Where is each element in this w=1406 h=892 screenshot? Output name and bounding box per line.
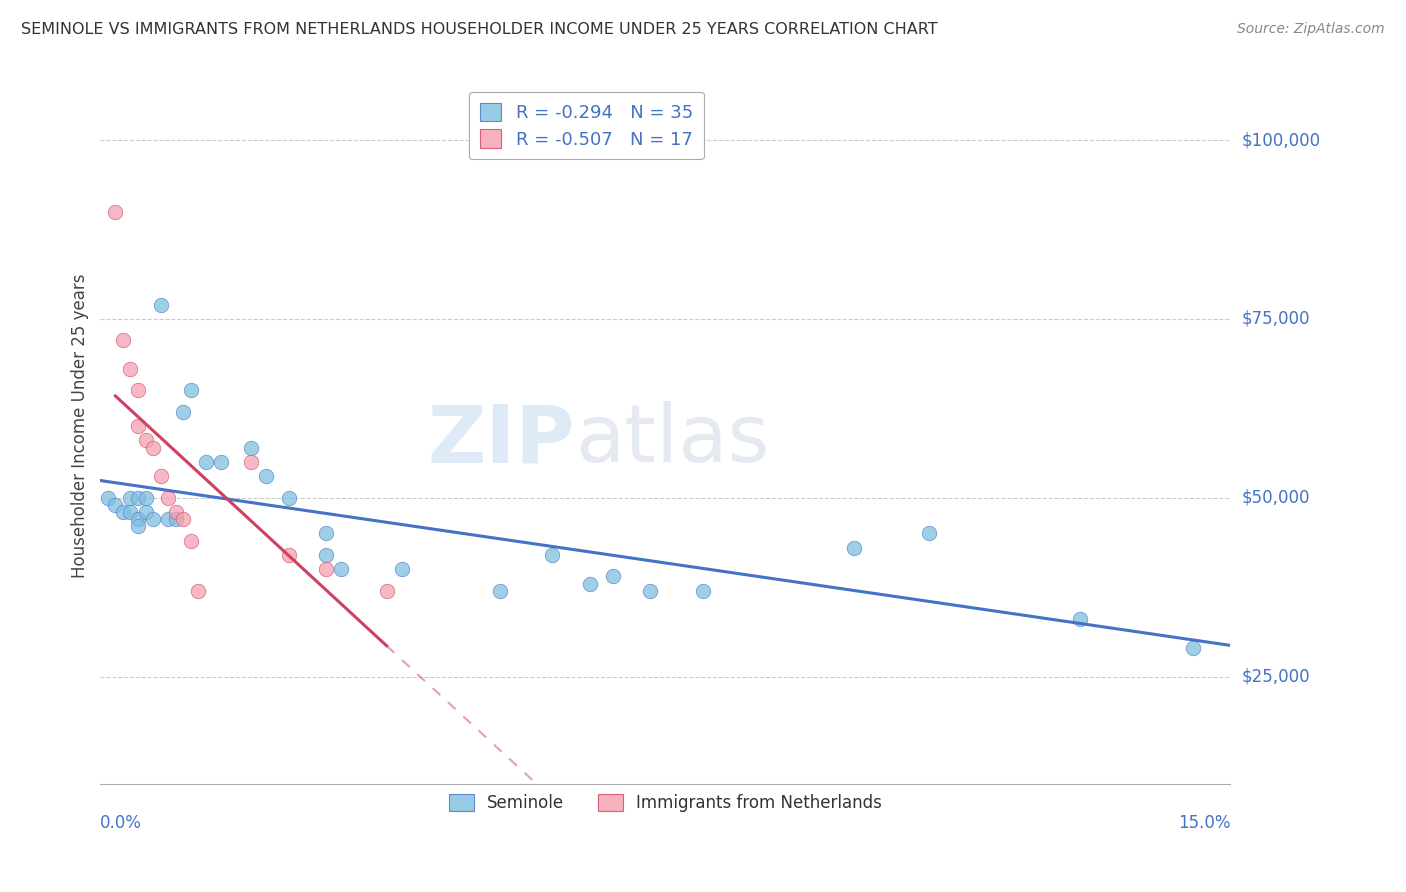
Text: SEMINOLE VS IMMIGRANTS FROM NETHERLANDS HOUSEHOLDER INCOME UNDER 25 YEARS CORREL: SEMINOLE VS IMMIGRANTS FROM NETHERLANDS … [21,22,938,37]
Point [240,441,263,455]
Point [157,512,180,526]
Point [918,526,941,541]
Point [127,419,149,434]
Point [111,505,134,519]
Point [127,512,149,526]
Point [120,362,142,376]
Text: atlas: atlas [575,401,769,480]
Text: $100,000: $100,000 [1241,131,1320,149]
Point [180,533,202,548]
Point [142,441,165,455]
Text: $25,000: $25,000 [1241,667,1310,686]
Point [194,455,217,469]
Point [541,548,564,562]
Point [692,583,714,598]
Point [165,505,187,519]
Point [120,491,142,505]
Point [104,498,127,512]
Point [135,491,157,505]
Point [127,384,149,398]
Point [127,519,149,533]
Point [104,204,127,219]
Point [97,491,120,505]
Point [842,541,865,555]
Point [277,491,299,505]
Point [488,583,510,598]
Point [157,491,180,505]
Point [149,297,172,311]
Point [602,569,624,583]
Point [240,455,263,469]
Point [1069,612,1091,626]
Point [142,512,165,526]
Point [172,512,194,526]
Legend: Seminole, Immigrants from Netherlands: Seminole, Immigrants from Netherlands [443,787,889,819]
Text: ZIP: ZIP [427,401,575,480]
Point [209,455,232,469]
Point [391,562,413,576]
Point [254,469,277,483]
Point [135,434,157,448]
Point [165,512,187,526]
Point [187,583,209,598]
Point [579,576,602,591]
Text: Source: ZipAtlas.com: Source: ZipAtlas.com [1237,22,1385,37]
Y-axis label: Householder Income Under 25 years: Householder Income Under 25 years [72,274,89,578]
Point [120,505,142,519]
Point [315,548,337,562]
Point [330,562,353,576]
Point [111,334,134,348]
Point [172,405,194,419]
Point [1181,640,1204,655]
Point [149,469,172,483]
Point [315,562,337,576]
Text: 15.0%: 15.0% [1178,814,1230,832]
Text: $50,000: $50,000 [1241,489,1310,507]
Point [180,384,202,398]
Point [135,505,157,519]
Point [127,491,149,505]
Text: $75,000: $75,000 [1241,310,1310,328]
Point [375,583,398,598]
Point [315,526,337,541]
Text: 0.0%: 0.0% [100,814,142,832]
Point [640,583,662,598]
Point [277,548,299,562]
